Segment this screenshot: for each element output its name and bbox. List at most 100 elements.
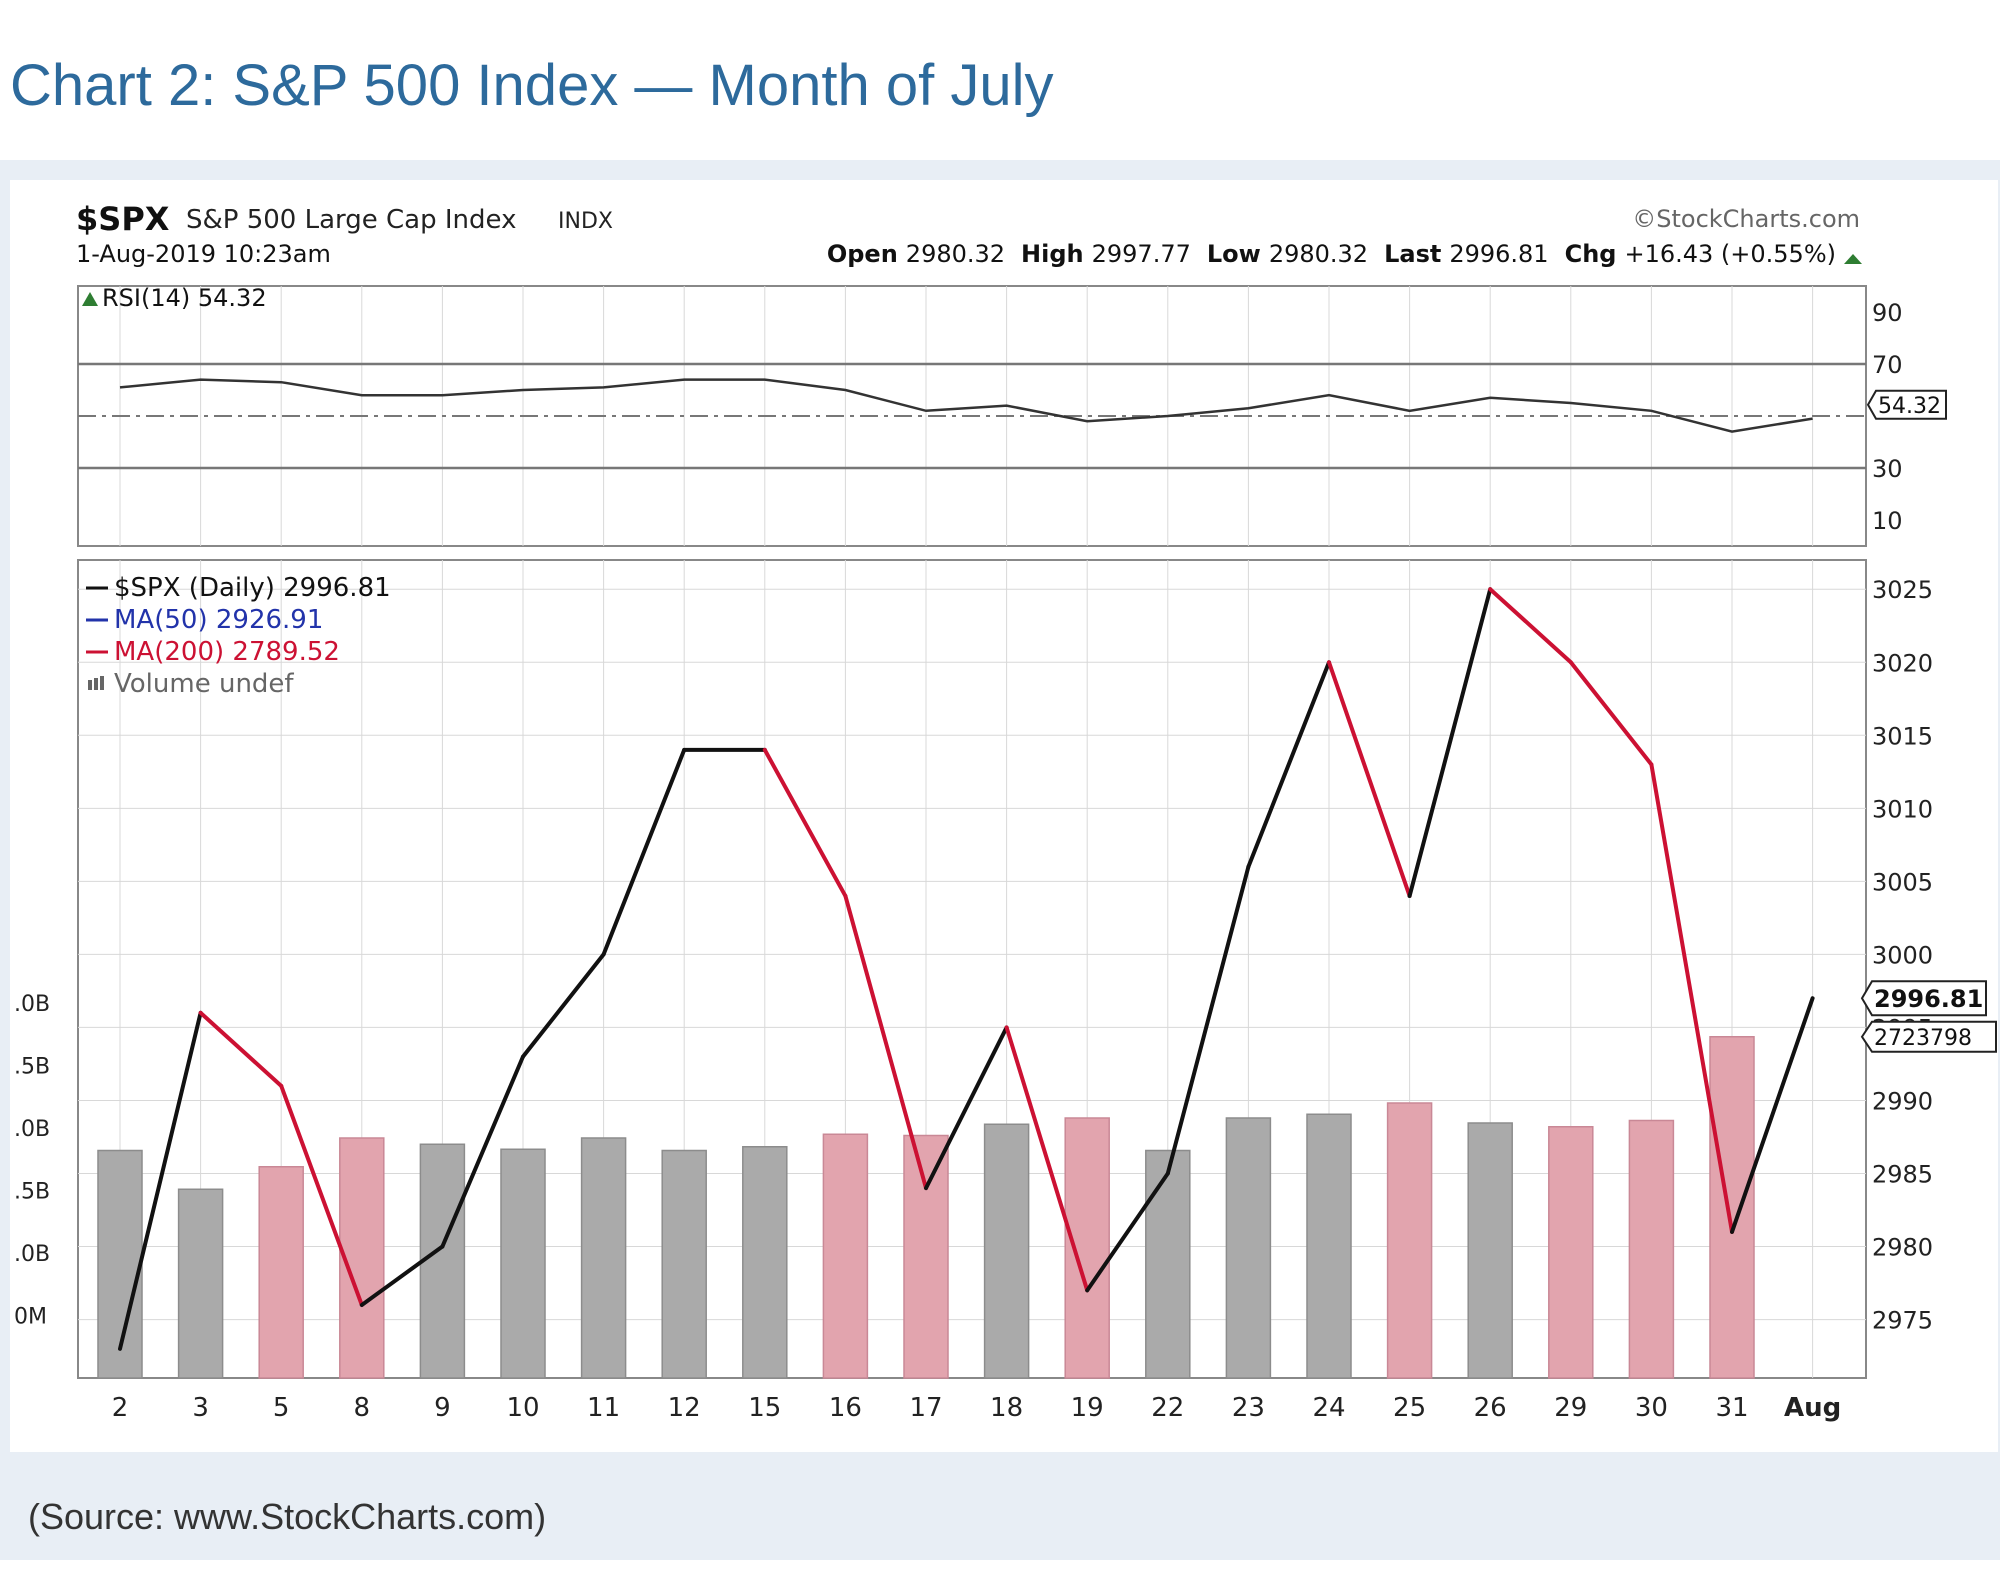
price-tick-label: 3020 <box>1872 649 1933 677</box>
x-tick-label: 9 <box>434 1393 451 1423</box>
quote-chg-label: Chg <box>1565 240 1617 268</box>
quote-high-value: 2997.77 <box>1092 240 1191 268</box>
rsi-tick-label: 90 <box>1872 299 1903 327</box>
legend-label: MA(200) 2789.52 <box>114 637 340 667</box>
x-tick-label: 11 <box>587 1393 620 1423</box>
page-title: Chart 2: S&P 500 Index — Month of July <box>10 53 1054 118</box>
x-tick-label: 31 <box>1715 1393 1748 1423</box>
rsi-panel: 90 70 30 10 RSI(14) 54.32 54.32 <box>77 284 1947 547</box>
x-tick-label: 18 <box>990 1393 1023 1423</box>
volume-bar <box>661 1149 707 1379</box>
price-segment <box>1327 660 1412 898</box>
volume-tick-label: .0B <box>14 1242 50 1267</box>
volume-bar <box>1548 1126 1594 1379</box>
volume-tick-label: .0B <box>14 1117 50 1142</box>
x-tick-label: 23 <box>1232 1393 1265 1423</box>
rsi-tag-box <box>1866 389 1947 420</box>
volume-bar <box>339 1137 385 1379</box>
x-tick-label: 30 <box>1635 1393 1668 1423</box>
volume-bar <box>258 1166 304 1379</box>
x-tick-label: 5 <box>273 1393 290 1423</box>
price-plot-area <box>77 559 1867 1379</box>
price-segment <box>440 1054 525 1249</box>
volume-bars <box>97 1036 1755 1379</box>
watermark: ©StockCharts.com <box>1632 205 1860 233</box>
price-segment <box>1165 864 1251 1176</box>
volume-bar <box>1628 1119 1675 1379</box>
price-segment <box>1407 587 1493 898</box>
price-tick-label: 2985 <box>1872 1161 1933 1189</box>
x-tick-label: 25 <box>1393 1393 1426 1423</box>
last-price-tag-text: 2996.81 <box>1874 985 1983 1013</box>
chart-date: 1-Aug-2019 10:23am <box>76 240 331 268</box>
rsi-tick-label: 70 <box>1872 351 1903 379</box>
volume-bar <box>822 1133 869 1379</box>
x-axis: 2 3 5 8 9 10 11 12 15 16 17 18 19 22 23 24 25 26 29 30 31 Aug <box>112 1393 1841 1423</box>
volume-bar <box>1467 1122 1513 1379</box>
rsi-tag-text: 54.32 <box>1878 394 1941 419</box>
quote-low-label: Low <box>1207 240 1261 268</box>
rsi-icon <box>82 292 98 306</box>
legend-label: Volume undef <box>114 669 294 699</box>
price-panel: 3025302030153010300530002995299029852980… <box>14 559 1997 1423</box>
rsi-label: RSI(14) 54.32 <box>102 284 267 312</box>
volume-bar <box>1145 1149 1191 1379</box>
price-segment <box>118 1010 203 1351</box>
price-segment <box>1085 1171 1170 1293</box>
volume-bar <box>742 1146 788 1379</box>
rsi-value-tag: 54.32 <box>1866 389 1947 420</box>
volume-bar <box>1709 1036 1755 1379</box>
x-tick-label: 26 <box>1474 1393 1507 1423</box>
rsi-line <box>119 378 1813 433</box>
chart-panel: $SPX S&P 500 Large Cap Index INDX ©Stock… <box>10 180 1998 1452</box>
last-price-tag-box <box>1860 980 1987 1017</box>
volume-legend-icon <box>94 678 98 690</box>
price-tick-label: 2990 <box>1872 1087 1933 1115</box>
x-tick-label: 10 <box>506 1393 539 1423</box>
x-tick-label: 29 <box>1554 1393 1587 1423</box>
rsi-grid <box>78 286 1866 546</box>
symbol-label: $SPX <box>76 200 170 238</box>
x-tick-label: Aug <box>1784 1393 1841 1423</box>
volume-bar <box>1386 1102 1433 1379</box>
volume-bar <box>419 1143 466 1379</box>
x-tick-label: 15 <box>748 1393 781 1423</box>
price-segment <box>359 1244 445 1307</box>
volume-tag-text: 2723798 <box>1874 1026 1972 1051</box>
x-tick-label: 3 <box>192 1393 209 1423</box>
quote-open-value: 2980.32 <box>906 240 1005 268</box>
quote-last-label: Last <box>1384 240 1441 268</box>
price-tick-label: 3010 <box>1872 795 1933 823</box>
volume-tick-label: .5B <box>14 1055 50 1080</box>
price-tick-label: 3000 <box>1872 941 1933 969</box>
price-segment <box>1004 1025 1090 1293</box>
legend-label: MA(50) 2926.91 <box>114 605 323 635</box>
volume-legend-icon <box>88 680 92 690</box>
x-tick-label: 17 <box>909 1393 942 1423</box>
index-name: S&P 500 Large Cap Index <box>186 205 516 235</box>
price-segment <box>1568 660 1654 767</box>
quote-high-label: High <box>1021 240 1084 268</box>
volume-bar <box>903 1134 949 1379</box>
price-segment <box>198 1010 284 1088</box>
rsi-axis: 90 70 30 10 <box>1872 299 1903 535</box>
price-line <box>118 587 1815 1351</box>
volume-bar <box>97 1149 143 1379</box>
volume-bar <box>177 1188 224 1379</box>
last-price-tag: 2996.81 <box>1860 980 1987 1017</box>
price-segment <box>521 952 606 1059</box>
quote-open-label: Open <box>827 240 898 268</box>
price-tick-label: 3005 <box>1872 868 1933 896</box>
stock-chart: $SPX S&P 500 Large Cap Index INDX ©Stock… <box>14 200 1997 1423</box>
price-tick-label: 3015 <box>1872 722 1933 750</box>
volume-tag: 2723798 <box>1860 1020 1997 1053</box>
volume-axis: .0B .5B .0B .5B .0B 0M <box>14 992 50 1330</box>
price-segment <box>601 747 687 957</box>
quote-last-value: 2996.81 <box>1449 240 1548 268</box>
price-segment <box>279 1083 364 1307</box>
chart-header: $SPX S&P 500 Large Cap Index INDX ©Stock… <box>76 200 1862 268</box>
volume-bar <box>983 1123 1030 1379</box>
quote-chg-value: +16.43 (+0.55%) <box>1624 240 1836 268</box>
x-tick-label: 8 <box>354 1393 371 1423</box>
